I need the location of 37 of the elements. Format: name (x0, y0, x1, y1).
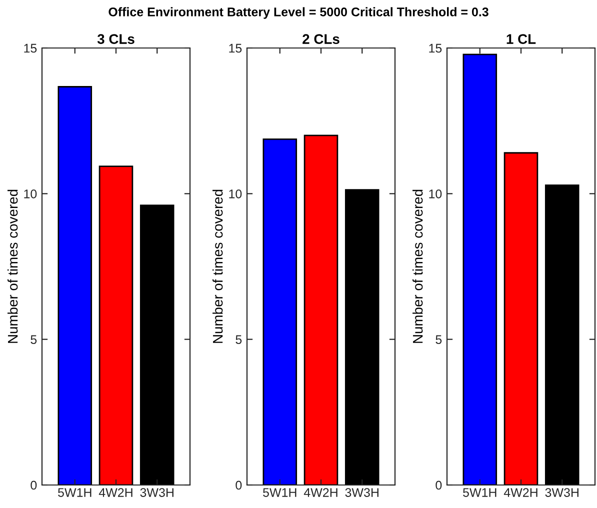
bar (462, 54, 498, 485)
y-tick-label: 0 (236, 480, 242, 490)
x-tick-label: 4W2H (504, 488, 538, 497)
y-tick-label: 15 (24, 44, 37, 53)
y-axis-title: Number of times covered (8, 190, 18, 343)
x-tick-label: 5W1H (58, 488, 92, 497)
x-tick-label: 5W1H (263, 488, 296, 497)
y-tick-label: 15 (229, 44, 242, 53)
bar (140, 204, 174, 485)
y-tick-label: 10 (24, 189, 37, 198)
bar (504, 152, 538, 485)
y-tick-label: 5 (30, 335, 37, 344)
bar (344, 189, 380, 485)
x-tick-label: 5W1H (463, 488, 496, 497)
x-tick-label: 3W3H (545, 488, 578, 497)
bar (58, 86, 92, 485)
y-tick-label: 10 (429, 189, 442, 198)
text: Office Environment Battery Level = 5000 Critical Threshold = 0.3 (108, 7, 488, 19)
chart-title: 2 CLs (302, 34, 340, 44)
y-tick-label: 10 (229, 189, 242, 198)
chart-title: 1 CL (506, 34, 536, 44)
y-tick-label: 5 (436, 335, 442, 344)
x-tick-label: 3W3H (140, 488, 174, 497)
chart-title: 3 CLs (97, 34, 134, 44)
bar (262, 138, 298, 485)
y-tick-label: 0 (436, 480, 442, 490)
y-axis-title: Number of times covered (412, 190, 423, 343)
bar (304, 134, 338, 485)
x-tick-label: 4W2H (98, 488, 132, 497)
y-tick-label: 0 (30, 480, 37, 490)
y-axis-title: Number of times covered (212, 190, 223, 343)
y-tick-label: 5 (236, 335, 242, 344)
bar (98, 166, 134, 485)
x-tick-label: 4W2H (304, 488, 338, 497)
y-tick-label: 15 (429, 44, 442, 53)
x-tick-label: 3W3H (345, 488, 378, 497)
bar (544, 184, 580, 485)
